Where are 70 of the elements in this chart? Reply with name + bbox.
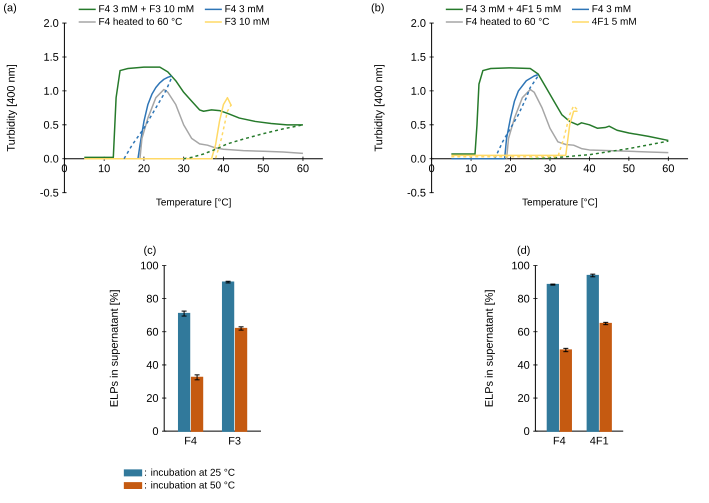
x-tick-label: F4 [554,436,566,444]
y-tick-label: 2.0 [411,19,426,27]
legend-label: F4 3 mM [225,5,264,12]
y-tick-label: 0 [152,427,158,436]
bar [560,349,572,432]
y-tick-label: 1.5 [44,53,58,61]
y-tick-label: -0.5 [408,188,426,197]
x-tick-label: 20 [138,164,150,172]
x-tick-label: 10 [98,164,110,172]
y-tick-label: 40 [518,361,530,369]
x-tick-label: 50 [623,164,635,172]
chart-title: (c) [144,246,156,256]
line-series [139,88,304,160]
y-tick-label: 60 [518,328,530,336]
y-axis-title: ELPs in supernatant [%] [484,290,495,406]
y-tick-label: -0.5 [40,188,58,197]
y-tick-label: 1.0 [412,87,426,95]
legend-label: F4 3 mM + F3 10 mM [99,5,194,12]
y-tick-label: 20 [146,394,158,402]
line-series [506,88,670,160]
x-tick-label: 60 [297,164,309,172]
legend-label: F3 10 mM [225,18,269,25]
bar [234,328,248,432]
legend-label: : incubation at 50 °C [145,481,235,489]
x-tick-label: 30 [544,164,556,172]
x-tick-label: 4F1 [590,436,608,444]
y-tick-label: 1.5 [412,53,426,61]
y-tick-label: 0 [524,427,530,436]
x-axis-title: Temperature [°C] [522,198,597,208]
y-tick-label: 80 [146,294,158,303]
y-tick-label: 0.5 [44,120,58,129]
x-tick-label: 60 [662,164,674,172]
y-axis-title: ELPs in supernatant [%] [110,290,120,406]
x-tick-label: 40 [584,164,596,172]
legend-label: 4F1 5 mM [592,18,636,25]
bar [586,274,599,432]
x-tick-label: 50 [258,164,269,172]
x-tick-label: 20 [504,164,516,172]
y-tick-label: 100 [141,262,158,270]
bar [546,284,559,432]
y-tick-label: 20 [518,394,530,402]
y-tick-label: 2.0 [44,19,58,27]
x-tick-label: 10 [466,164,477,172]
y-tick-label: 80 [518,294,530,303]
y-axis-title: Turbidity [400 nm] [6,64,17,152]
legend-label: F4 3 mM + 4F1 5 mM [466,5,560,12]
bar [190,376,204,432]
y-axis-title: Turbidity [400 nm] [374,64,384,152]
y-tick-label: 0.0 [411,154,426,163]
bar [222,281,234,432]
x-tick-label: 30 [178,164,190,172]
legend-label: F4 3 mM [592,5,630,12]
y-tick-label: 1.0 [44,87,58,95]
bar [178,312,190,432]
x-tick-label: F3 [229,436,241,445]
y-tick-label: 60 [146,328,158,336]
legend-label: : incubation at 25 °C [145,468,235,476]
chart-title: (d) [518,246,530,256]
y-tick-label: 40 [146,361,158,369]
x-tick-label: F4 [185,436,197,444]
y-tick-label: 0.0 [44,154,58,163]
legend-label: F4 heated to 60 °C [99,18,182,25]
y-tick-label: 100 [512,262,530,270]
legend-label: F4 heated to 60 °C [466,18,550,25]
x-axis-title: Temperature [°C] [156,198,231,208]
bar [600,322,612,432]
chart-title: (b) [372,3,384,14]
chart-title: (a) [4,3,16,14]
y-tick-label: 0.5 [411,120,426,129]
x-tick-label: 40 [218,164,230,172]
